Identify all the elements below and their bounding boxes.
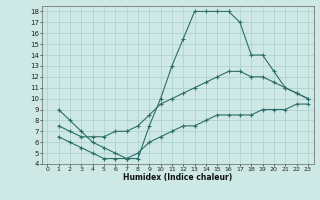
X-axis label: Humidex (Indice chaleur): Humidex (Indice chaleur) bbox=[123, 173, 232, 182]
